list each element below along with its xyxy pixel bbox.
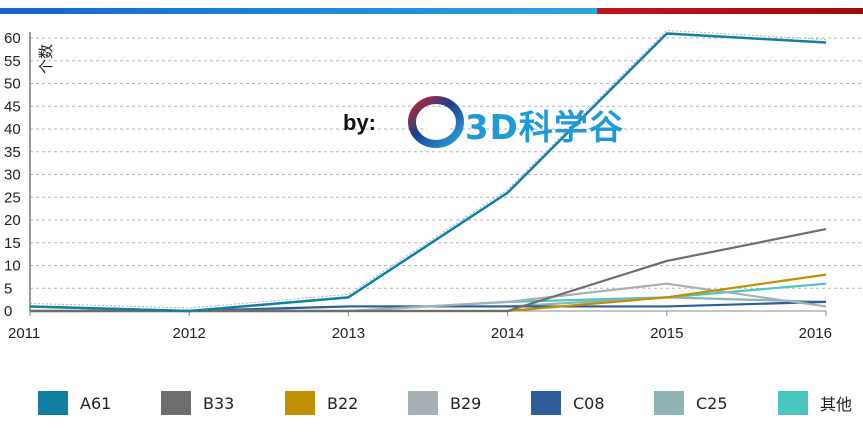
ring-logo-icon (408, 96, 464, 148)
series-line-A61 (29, 32, 827, 313)
y-tick-label: 50 (4, 76, 21, 93)
x-tick-label: 2011 (8, 325, 40, 342)
y-tick-label: 45 (4, 98, 21, 115)
legend-item: B22 (285, 388, 358, 418)
series-lines (29, 29, 827, 313)
y-tick-labels: 0 5 10 15 20 25 30 35 40 45 50 55 60 (4, 30, 21, 320)
y-tick-label: 40 (4, 121, 21, 138)
y-tick-label: 20 (4, 212, 21, 229)
x-tick-label: 2012 (173, 325, 206, 342)
x-tick-label: 2015 (650, 325, 683, 342)
series-trend-echo (29, 29, 827, 309)
legend-label: B22 (327, 393, 359, 413)
accent-bar-red (597, 8, 863, 14)
y-tick-label: 25 (4, 189, 21, 206)
legend-label: B29 (450, 393, 482, 413)
legend-swatch (161, 391, 191, 415)
y-tick-label: 60 (4, 30, 21, 47)
x-tick-label: 2014 (491, 325, 524, 342)
accent-bar-blue (0, 8, 597, 14)
legend-label: 其他 (820, 395, 853, 414)
y-tick-label: 15 (4, 235, 21, 252)
legend-label: C08 (573, 393, 605, 413)
y-tick-label: 30 (4, 167, 21, 184)
grid-lines (30, 37, 862, 289)
legend-item: B33 (161, 388, 234, 418)
legend-label: C25 (696, 393, 728, 413)
legend-swatch (408, 391, 438, 415)
x-tick-label: 2013 (332, 325, 365, 342)
y-axis-label: 个数 (37, 44, 55, 74)
legend-swatch (285, 391, 315, 415)
y-tick-label: 5 (4, 280, 12, 297)
x-tick-labels: 2011 2012 2013 2014 2015 2016 (8, 325, 832, 342)
legend-label: B33 (203, 393, 235, 413)
legend-swatch (531, 391, 561, 415)
watermark-prefix: by: (343, 110, 376, 135)
chart-legend: A61 B33 B22 B29 C08 C25 其他 (0, 388, 863, 418)
x-tick-label: 2016 (799, 325, 832, 342)
legend-swatch (778, 391, 808, 415)
legend-item: C25 (654, 388, 728, 418)
watermark-brand: 3D科学谷 (465, 108, 624, 148)
y-tick-label: 35 (4, 144, 21, 161)
legend-swatch (654, 391, 684, 415)
legend-item: B29 (408, 388, 481, 418)
legend-swatch (38, 391, 68, 415)
y-tick-label: 10 (4, 258, 21, 275)
legend-item: C08 (531, 388, 605, 418)
legend-item: A61 (38, 388, 111, 418)
y-tick-label: 0 (4, 303, 12, 320)
legend-label: A61 (80, 393, 112, 413)
legend-item: 其他 (778, 388, 852, 418)
y-tick-label: 55 (4, 53, 21, 70)
top-accent-bar (0, 8, 863, 14)
